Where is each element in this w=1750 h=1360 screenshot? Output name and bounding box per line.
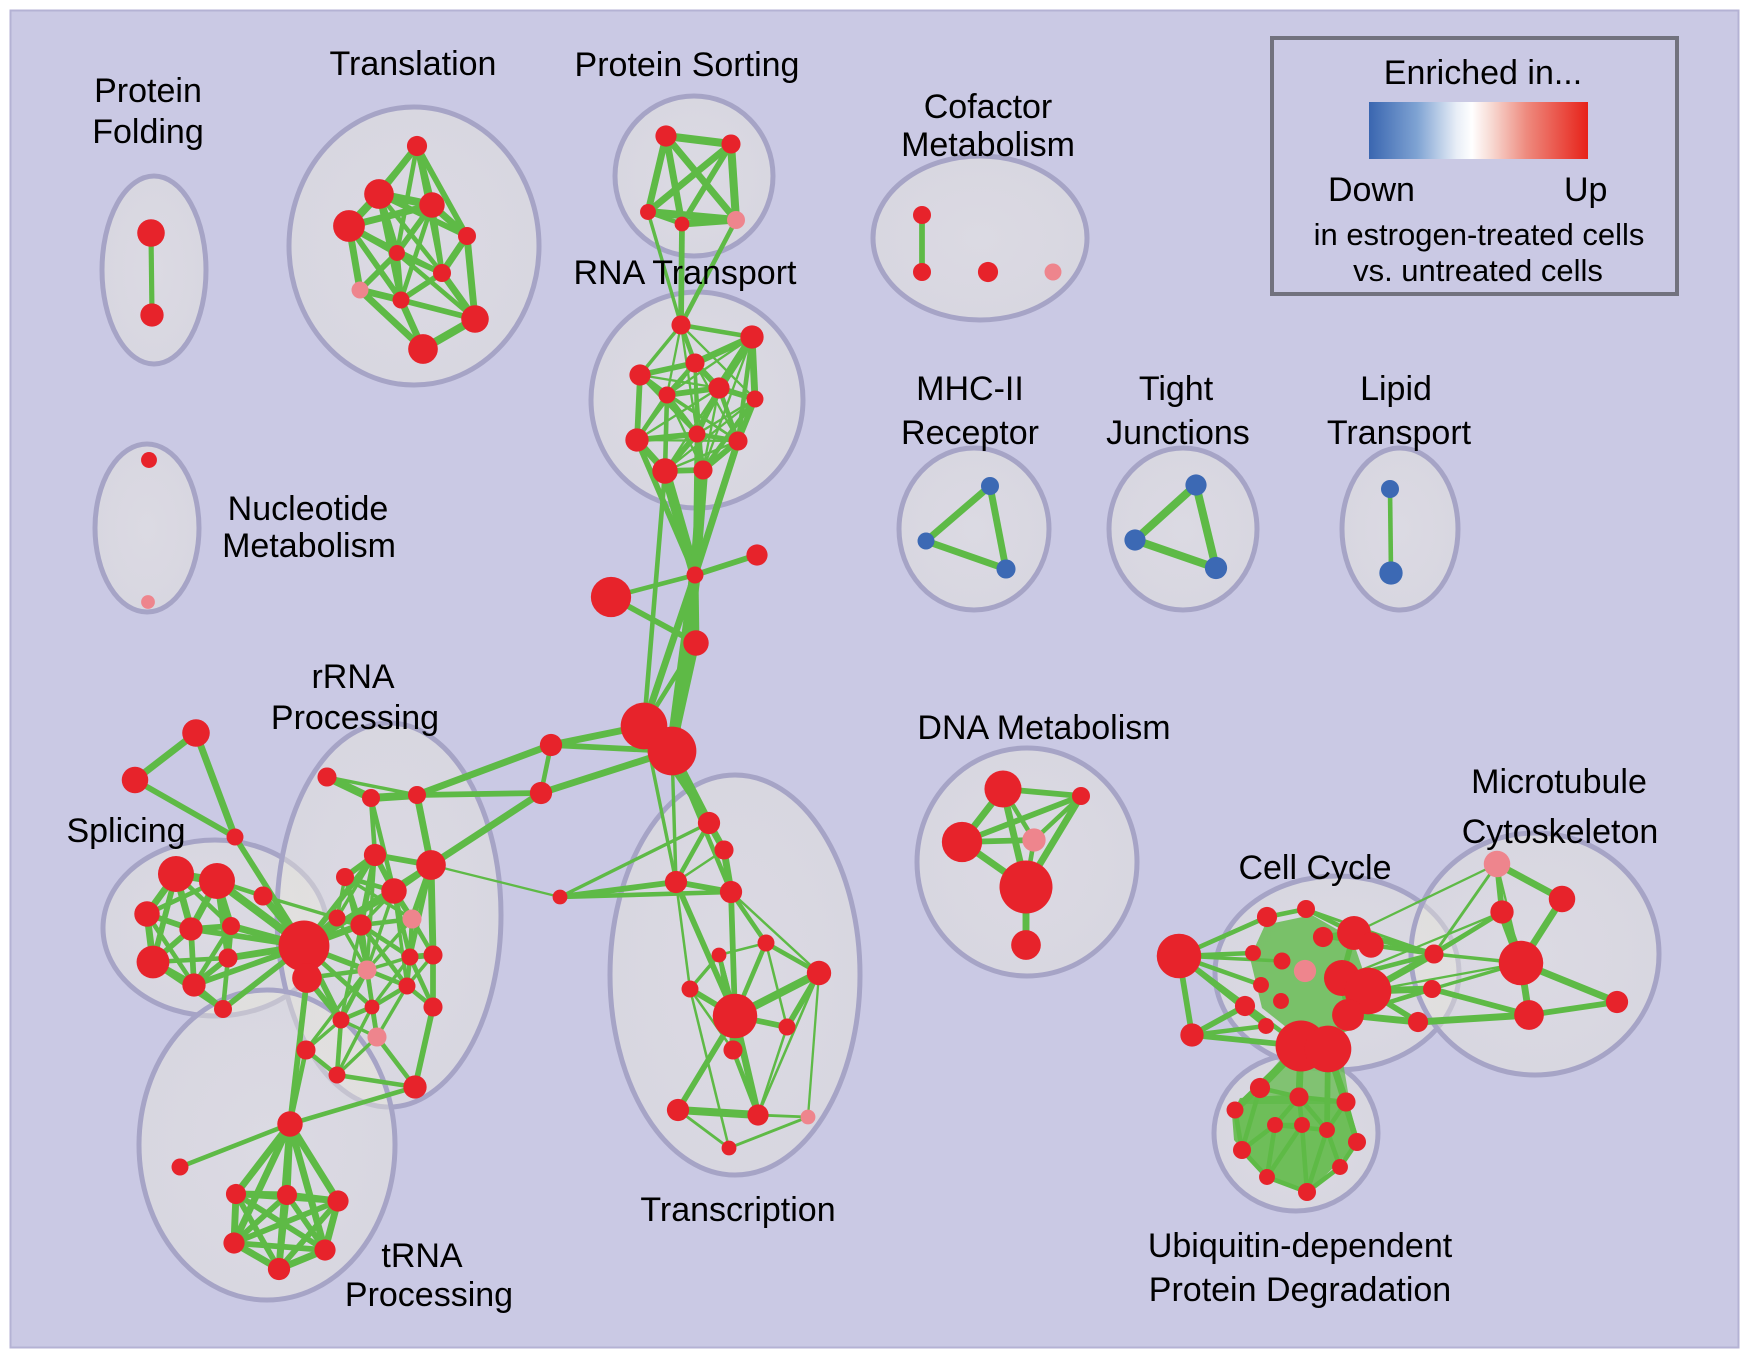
svg-text:Translation: Translation xyxy=(330,45,497,83)
svg-text:tRNA: tRNA xyxy=(381,1237,463,1275)
svg-text:Cofactor: Cofactor xyxy=(924,88,1053,126)
svg-text:Tight: Tight xyxy=(1139,370,1214,408)
svg-text:DNA Metabolism: DNA Metabolism xyxy=(917,709,1170,747)
svg-text:rRNA: rRNA xyxy=(311,658,394,696)
svg-text:RNA Transport: RNA Transport xyxy=(574,254,798,292)
svg-text:Cytoskeleton: Cytoskeleton xyxy=(1462,813,1659,851)
svg-text:vs. untreated cells: vs. untreated cells xyxy=(1353,253,1603,288)
svg-text:Junctions: Junctions xyxy=(1106,414,1250,452)
svg-text:Splicing: Splicing xyxy=(66,812,185,850)
svg-text:Nucleotide: Nucleotide xyxy=(228,490,389,528)
svg-text:in estrogen-treated cells: in estrogen-treated cells xyxy=(1314,217,1645,252)
svg-text:Down: Down xyxy=(1328,171,1415,209)
svg-text:Metabolism: Metabolism xyxy=(901,126,1075,164)
svg-text:Protein Degradation: Protein Degradation xyxy=(1149,1271,1451,1309)
svg-text:Up: Up xyxy=(1564,171,1607,209)
svg-text:Enriched in...: Enriched in... xyxy=(1384,54,1582,92)
svg-text:Receptor: Receptor xyxy=(901,414,1039,452)
svg-text:Processing: Processing xyxy=(345,1276,513,1314)
svg-text:MHC-II: MHC-II xyxy=(916,370,1024,408)
svg-text:Transport: Transport xyxy=(1327,414,1472,452)
svg-text:Metabolism: Metabolism xyxy=(222,527,396,565)
svg-text:Folding: Folding xyxy=(92,113,204,151)
svg-text:Transcription: Transcription xyxy=(640,1191,835,1229)
svg-text:Protein Sorting: Protein Sorting xyxy=(575,46,800,84)
svg-text:Microtubule: Microtubule xyxy=(1471,763,1647,801)
svg-text:Cell Cycle: Cell Cycle xyxy=(1238,849,1391,887)
svg-text:Lipid: Lipid xyxy=(1360,370,1432,408)
svg-text:Ubiquitin-dependent: Ubiquitin-dependent xyxy=(1148,1227,1453,1265)
svg-text:Processing: Processing xyxy=(271,699,439,737)
svg-text:Protein: Protein xyxy=(94,72,202,110)
